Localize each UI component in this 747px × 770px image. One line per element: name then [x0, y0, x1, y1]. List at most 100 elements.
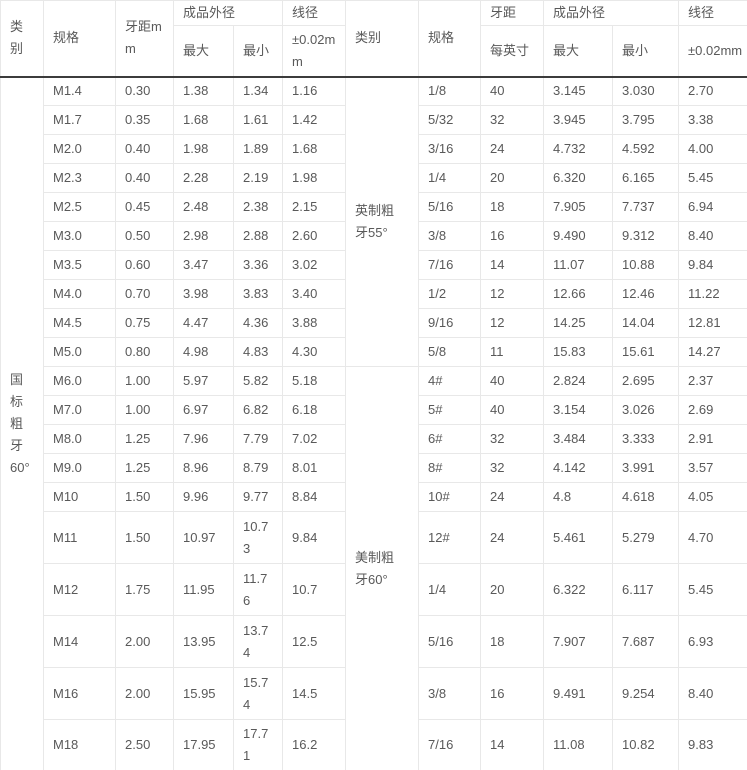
- wire-cell: 10.7: [282, 563, 347, 616]
- table-row: M10 1.50 9.96 9.77 8.84 10# 24 4.8 4.618 4.05: [1, 482, 747, 512]
- pitch-cell: 20: [480, 163, 545, 193]
- pitch-cell: 0.50: [115, 221, 174, 251]
- wire-cell: 1.16: [282, 76, 347, 106]
- wire-cell: 6.94: [678, 192, 747, 222]
- min-cell: 6.82: [232, 395, 284, 425]
- table-row: M7.0 1.00 6.97 6.82 6.18 5# 40 3.154 3.026 2.69: [1, 395, 747, 425]
- max-cell: 11.07: [543, 250, 614, 280]
- spec-cell: M10: [43, 482, 116, 512]
- min-cell: 3.36: [232, 250, 284, 280]
- pitch-cell: 32: [480, 105, 545, 135]
- spec-cell: M8.0: [43, 424, 116, 454]
- max-cell: 6.320: [543, 163, 614, 193]
- pitch-cell: 1.50: [115, 482, 174, 512]
- pitch-cell: 0.40: [115, 134, 174, 164]
- pitch-cell: 12: [480, 308, 545, 338]
- table-row: M11 1.50 10.97 10.7 3 9.84 12# 24 5.461 5.279 4.…: [1, 511, 747, 564]
- spec-cell: 5/32: [418, 105, 482, 135]
- spec-cell: M18: [43, 719, 116, 770]
- spec-cell: M1.4: [43, 76, 116, 106]
- max-cell: 11.95: [173, 563, 234, 616]
- pitch-cell: 11: [480, 337, 545, 367]
- table-row: M6.0 1.00 5.97 5.82 5.18 美制粗 牙60° 4# 40 2.824 2…: [1, 366, 747, 770]
- max-cell: 7.905: [543, 192, 614, 222]
- wire-cell: 9.84: [678, 250, 747, 280]
- wire-cell: 1.68: [282, 134, 347, 164]
- wire-cell: 3.57: [678, 453, 747, 483]
- min-cell: 14.04: [612, 308, 680, 338]
- wire-cell: 2.70: [678, 76, 747, 106]
- pitch-cell: 0.70: [115, 279, 174, 309]
- table-row: M18 2.50 17.95 17.7 1 16.2 7/16 14 11.08 10.82 9…: [1, 719, 747, 770]
- table-header: 类别 规格 牙距m m 成品外径 线径 类别 规格 牙距 成品外径 线径 最大 …: [0, 0, 747, 77]
- spec-cell: 5/8: [418, 337, 482, 367]
- max-cell: 3.154: [543, 395, 614, 425]
- max-cell: 2.28: [173, 163, 234, 193]
- pitch-cell: 40: [480, 76, 545, 106]
- spec-cell: 5#: [418, 395, 482, 425]
- max-cell: 1.68: [173, 105, 234, 135]
- max-cell: 6.322: [543, 563, 614, 616]
- header-category-left: 类别: [0, 0, 44, 77]
- pitch-cell: 14: [480, 250, 545, 280]
- min-cell: 15.61: [612, 337, 680, 367]
- wire-cell: 4.05: [678, 482, 747, 512]
- max-cell: 8.96: [173, 453, 234, 483]
- spec-cell: M12: [43, 563, 116, 616]
- table-row: 国标 粗牙 60° M1.4 0.30 1.38 1.34 1.16 英制粗 牙55° …: [0, 76, 747, 770]
- min-cell: 9.312: [612, 221, 680, 251]
- spec-cell: M3.0: [43, 221, 116, 251]
- wire-cell: 2.91: [678, 424, 747, 454]
- table-row: M12 1.75 11.95 11.7 6 10.7 1/4 20 6.322 6.117 5.…: [1, 563, 747, 616]
- wire-cell: 14.27: [678, 337, 747, 367]
- pitch-cell: 32: [480, 453, 545, 483]
- max-cell: 3.98: [173, 279, 234, 309]
- table-row: M3.5 0.60 3.47 3.36 3.02 7/16 14 11.07 10.88 9.8…: [1, 250, 747, 280]
- pitch-cell: 1.00: [115, 366, 174, 396]
- max-cell: 12.66: [543, 279, 614, 309]
- max-cell: 17.95: [173, 719, 234, 770]
- max-cell: 10.97: [173, 511, 234, 564]
- table-row: M14 2.00 13.95 13.7 4 12.5 5/16 18 7.907 7.687 6…: [1, 615, 747, 668]
- spec-cell: M5.0: [43, 337, 116, 367]
- pitch-cell: 0.60: [115, 250, 174, 280]
- min-cell: 2.695: [612, 366, 680, 396]
- table-row: M16 2.00 15.95 15.7 4 14.5 3/8 16 9.491 9.254 8.…: [1, 667, 747, 720]
- pitch-cell: 0.30: [115, 76, 174, 106]
- min-cell: 10.82: [612, 719, 680, 770]
- wire-cell: 16.2: [282, 719, 347, 770]
- table-row: M2.0 0.40 1.98 1.89 1.68 3/16 24 4.732 4.592 4.0…: [1, 134, 747, 164]
- max-cell: 4.142: [543, 453, 614, 483]
- max-cell: 5.461: [543, 511, 614, 564]
- wire-cell: 4.00: [678, 134, 747, 164]
- pitch-cell: 16: [480, 221, 545, 251]
- spec-cell: 1/4: [418, 163, 482, 193]
- spec-cell: M2.0: [43, 134, 116, 164]
- table-row: M2.5 0.45 2.48 2.38 2.15 5/16 18 7.905 7.737 6.9…: [1, 192, 747, 222]
- pitch-cell: 18: [480, 192, 545, 222]
- pitch-cell: 1.00: [115, 395, 174, 425]
- spec-cell: 12#: [418, 511, 482, 564]
- pitch-cell: 16: [480, 667, 545, 720]
- header-outer-diameter-left: 成品外径: [172, 0, 284, 26]
- max-cell: 14.25: [543, 308, 614, 338]
- wire-cell: 8.40: [678, 221, 747, 251]
- spec-cell: 7/16: [418, 719, 482, 770]
- min-cell: 7.737: [612, 192, 680, 222]
- wire-cell: 1.98: [282, 163, 347, 193]
- min-cell: 2.19: [232, 163, 284, 193]
- header-min-right: 最小: [612, 25, 680, 77]
- min-cell: 3.83: [232, 279, 284, 309]
- spec-cell: 1/4: [418, 563, 482, 616]
- min-cell: 11.7 6: [232, 563, 284, 616]
- wire-cell: 12.5: [282, 615, 347, 668]
- pitch-cell: 18: [480, 615, 545, 668]
- spec-cell: 3/16: [418, 134, 482, 164]
- wire-cell: 6.18: [282, 395, 347, 425]
- max-cell: 7.96: [173, 424, 234, 454]
- wire-cell: 2.15: [282, 192, 347, 222]
- pitch-cell: 0.40: [115, 163, 174, 193]
- pitch-cell: 2.00: [115, 615, 174, 668]
- min-cell: 15.7 4: [232, 667, 284, 720]
